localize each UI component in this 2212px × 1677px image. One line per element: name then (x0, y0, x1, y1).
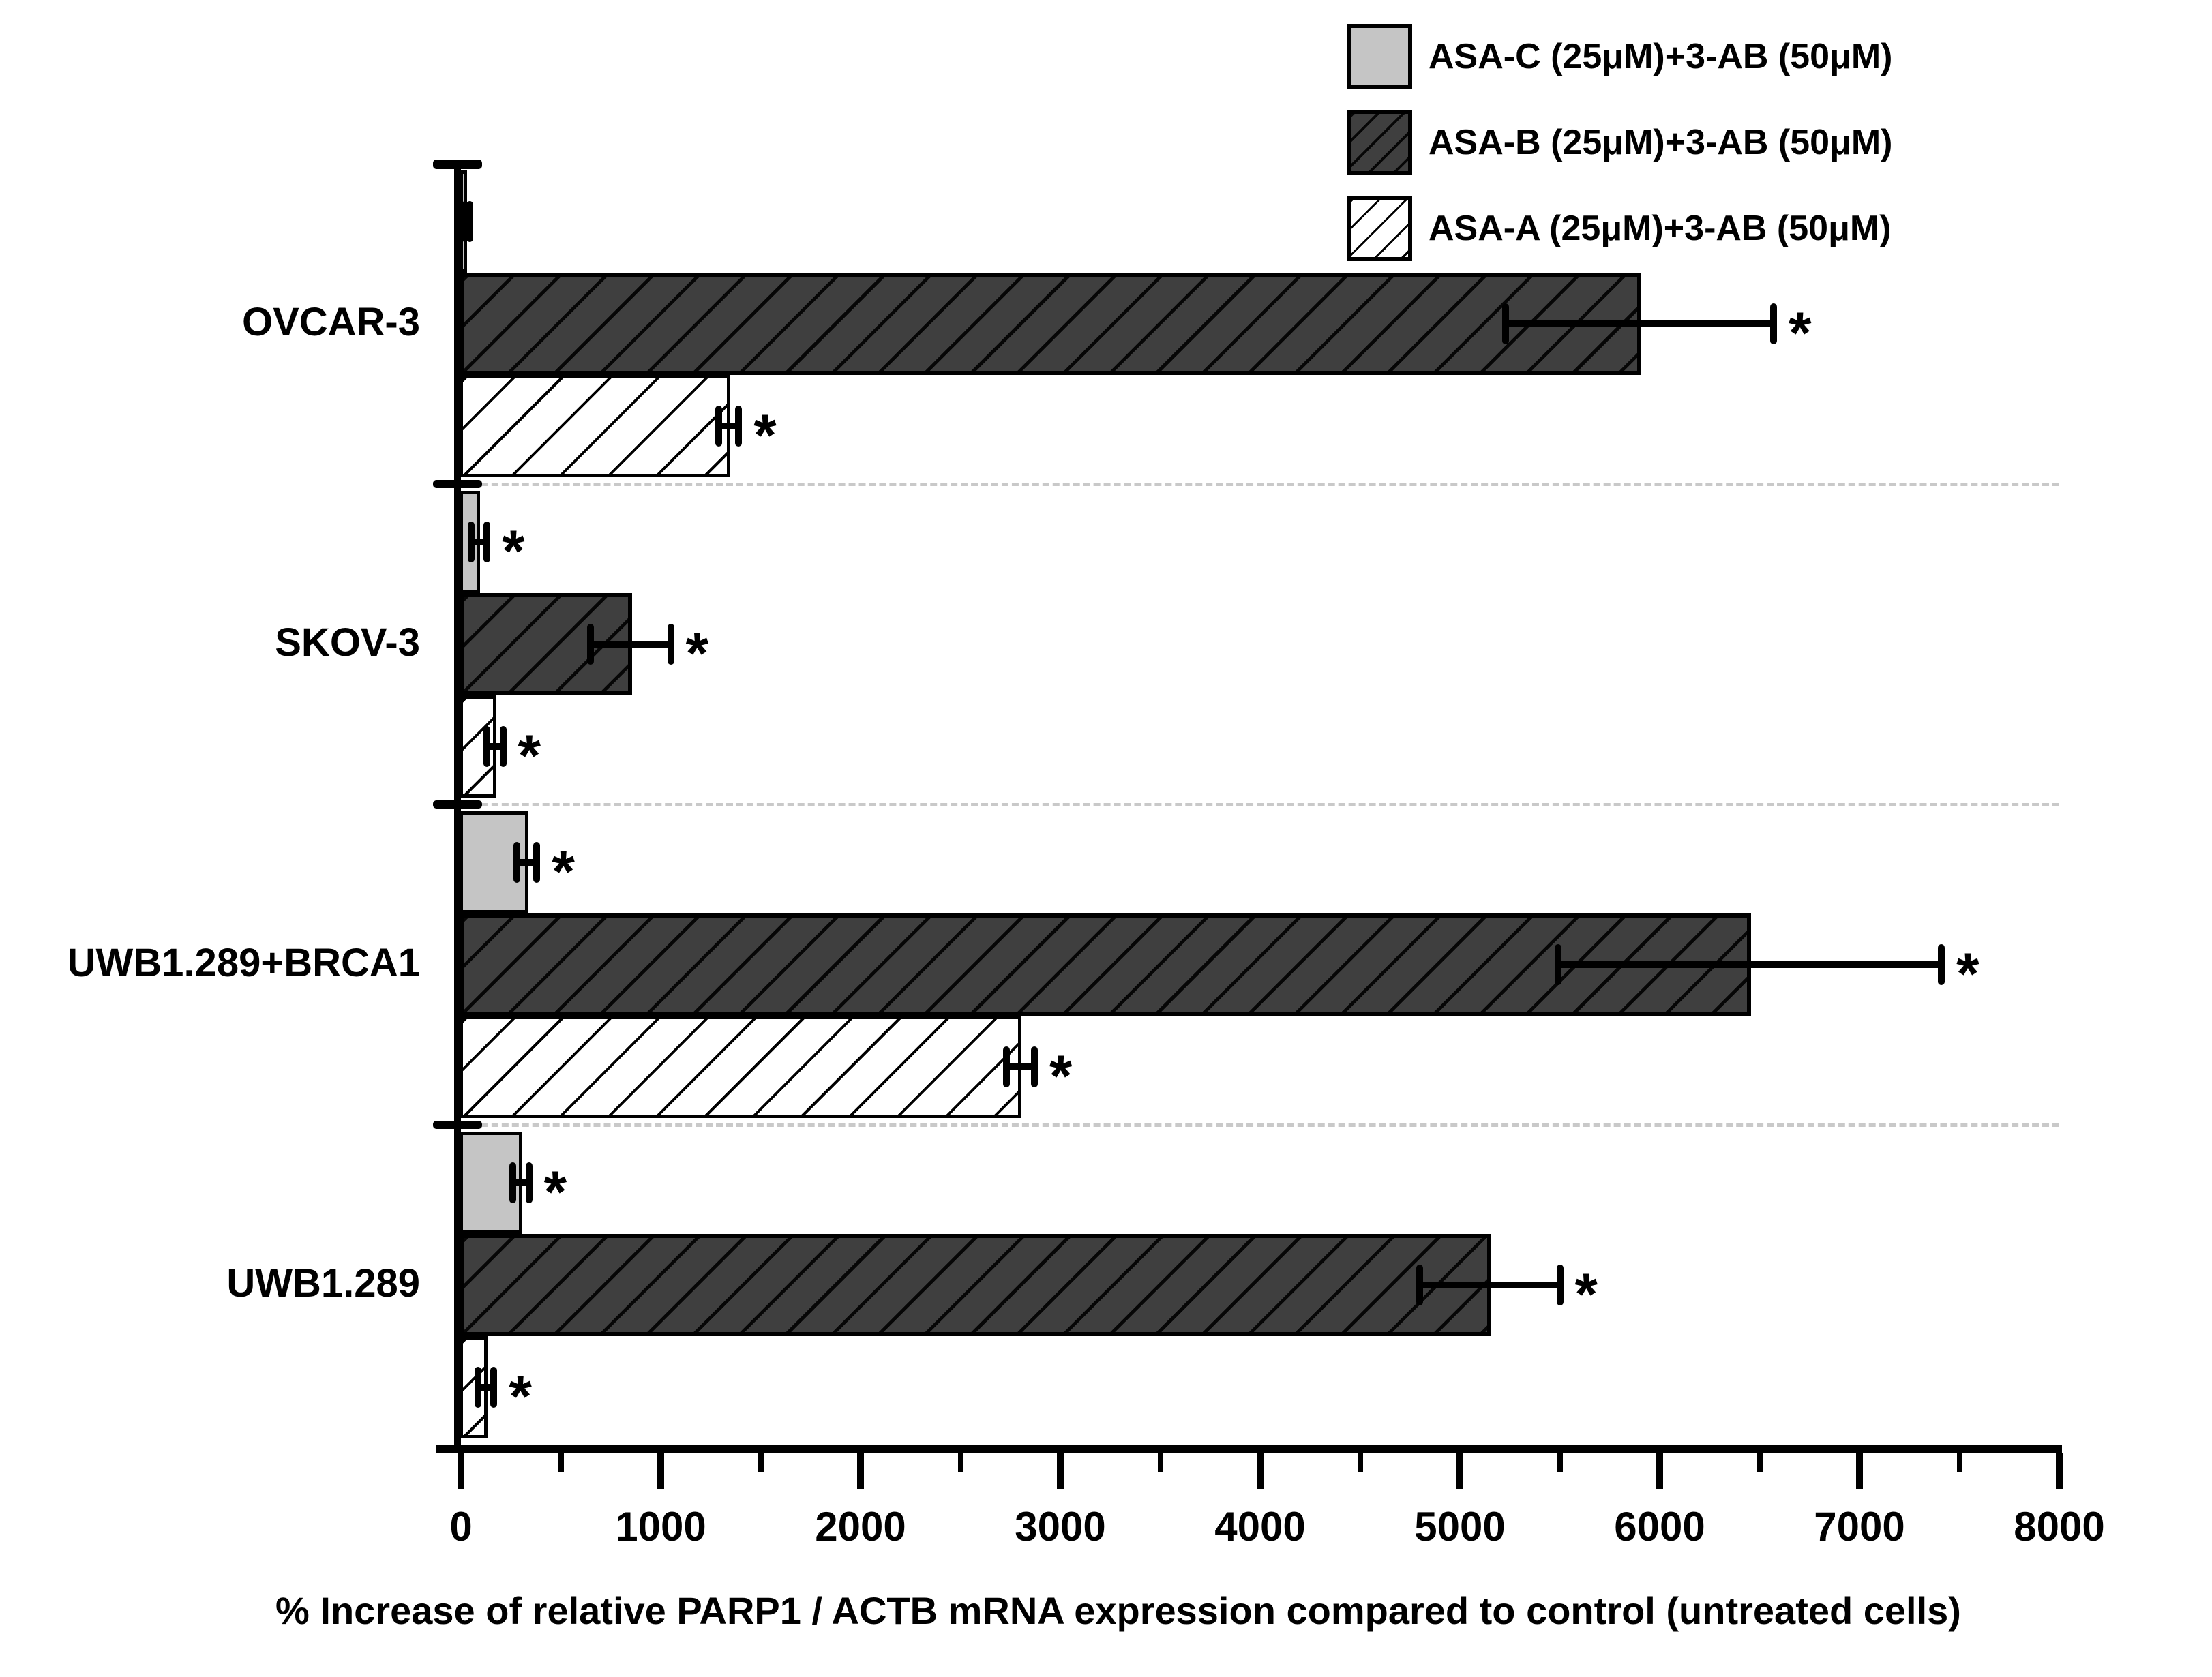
bar (460, 273, 1641, 375)
x-axis-minor-tick (1157, 1453, 1163, 1472)
x-axis-major-tick (1856, 1453, 1863, 1489)
x-axis-minor-tick (1757, 1453, 1763, 1472)
error-bar-cap-left (1002, 1046, 1010, 1087)
legend-label: ASA-C (25μM)+3-AB (50μM) (1429, 37, 1893, 76)
legend-swatch-icon (1347, 24, 1412, 89)
x-axis (436, 1445, 2062, 1453)
x-axis-tick-label: 5000 (1414, 1504, 1506, 1550)
error-bar-cap-left (1416, 1265, 1424, 1305)
error-bar-cap-right (499, 726, 507, 767)
error-bar (477, 1384, 494, 1391)
error-bar-cap-right (1030, 1046, 1038, 1087)
x-axis-major-tick (1257, 1453, 1264, 1489)
error-bar-cap-right (1770, 303, 1777, 344)
error-bar (517, 859, 537, 866)
bar (460, 913, 1751, 1016)
error-bar-cap-left (458, 201, 466, 242)
legend-item: ASA-C (25μM)+3-AB (50μM) (1347, 24, 1892, 89)
x-axis-tick-label: 6000 (1614, 1504, 1705, 1550)
bar (460, 1234, 1491, 1336)
error-bar (718, 423, 739, 429)
group-separator-line (461, 803, 2059, 806)
x-axis-major-tick (1656, 1453, 1663, 1489)
error-bar-cap-left (467, 522, 475, 562)
error-bar (1006, 1063, 1034, 1070)
error-bar (513, 1179, 529, 1186)
x-axis-tick-label: 4000 (1214, 1504, 1306, 1550)
legend-label: ASA-B (25μM)+3-AB (50μM) (1429, 123, 1893, 162)
error-bar-cap-right (667, 624, 674, 665)
x-axis-major-tick (2056, 1453, 2063, 1489)
error-bar (591, 641, 671, 648)
error-bar (470, 539, 488, 545)
y-axis-group-tick (433, 1121, 482, 1129)
error-bar-cap-left (715, 406, 722, 447)
x-axis-major-tick (857, 1453, 864, 1489)
x-axis-tick-label: 3000 (1015, 1504, 1106, 1550)
error-bar-cap-left (474, 1367, 481, 1408)
y-axis-end-tick (433, 160, 482, 169)
x-axis-major-tick (458, 1453, 464, 1489)
x-axis-tick-label: 1000 (615, 1504, 706, 1550)
y-axis-group-tick (433, 800, 482, 809)
error-bar-cap-right (1556, 1265, 1564, 1305)
x-axis-minor-tick (957, 1453, 963, 1472)
x-axis-major-tick (1456, 1453, 1463, 1489)
group-separator-line (461, 1123, 2059, 1127)
legend-swatch-icon (1347, 196, 1412, 261)
x-axis-minor-tick (1357, 1453, 1363, 1472)
legend-label: ASA-A (25μM)+3-AB (50μM) (1429, 209, 1892, 248)
legend: ASA-C (25μM)+3-AB (50μM) ASA-B (25μM)+3-A… (1347, 24, 1892, 261)
category-label: SKOV-3 (275, 620, 420, 665)
category-label: UWB1.289+BRCA1 (67, 941, 420, 985)
error-bar-cap-right (735, 406, 743, 447)
error-bar (487, 743, 503, 750)
x-axis-tick-label: 8000 (2014, 1504, 2105, 1550)
x-axis-minor-tick (758, 1453, 764, 1472)
legend-item: ASA-B (25μM)+3-AB (50μM) (1347, 110, 1892, 175)
group-separator-line (461, 483, 2059, 486)
legend-item: ASA-A (25μM)+3-AB (50μM) (1347, 196, 1892, 261)
x-axis-tick-label: 7000 (1814, 1504, 1905, 1550)
error-bar-cap-left (509, 1162, 517, 1203)
x-axis-tick-label: 0 (449, 1504, 473, 1550)
error-bar-cap-left (513, 842, 521, 883)
legend-swatch-icon (1347, 110, 1412, 175)
x-axis-tick-label: 2000 (815, 1504, 906, 1550)
x-axis-minor-tick (558, 1453, 564, 1472)
error-bar-cap-left (587, 624, 595, 665)
x-axis-major-tick (657, 1453, 664, 1489)
error-bar (462, 218, 470, 225)
error-bar-cap-left (1554, 944, 1561, 985)
x-axis-minor-tick (1956, 1453, 1962, 1472)
error-bar-cap-left (1502, 303, 1510, 344)
error-bar-cap-right (483, 522, 491, 562)
error-bar-cap-right (466, 201, 474, 242)
y-axis-group-tick (433, 480, 482, 488)
error-bar-cap-left (483, 726, 491, 767)
bar (460, 1016, 1022, 1118)
error-bar (1420, 1282, 1560, 1288)
error-bar (1506, 320, 1774, 327)
bar (460, 375, 730, 477)
error-bar-cap-right (533, 842, 541, 883)
error-bar-cap-right (1938, 944, 1945, 985)
x-axis-title: % Increase of relative PARP1 / ACTB mRNA… (275, 1589, 1961, 1632)
error-bar-cap-right (490, 1367, 498, 1408)
error-bar (1557, 961, 1942, 968)
category-label: OVCAR-3 (241, 300, 420, 344)
category-label: UWB1.289 (226, 1261, 420, 1305)
x-axis-minor-tick (1557, 1453, 1563, 1472)
x-axis-major-tick (1057, 1453, 1064, 1489)
error-bar-cap-right (525, 1162, 533, 1203)
